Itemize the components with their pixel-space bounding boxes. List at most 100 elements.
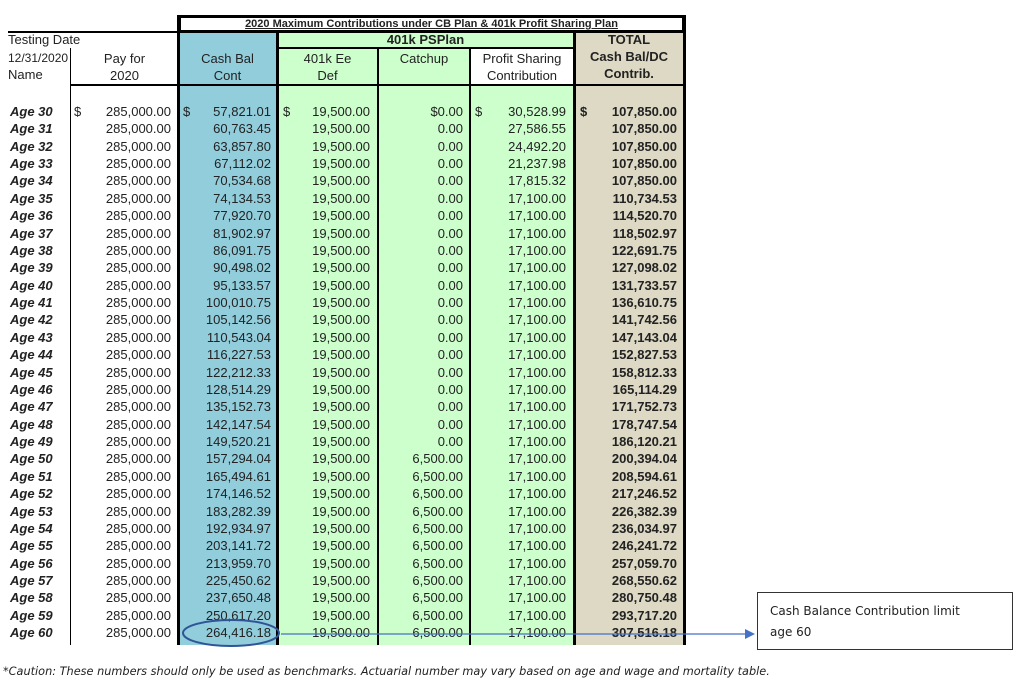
cell-cb: 135,152.73: [205, 399, 271, 415]
cell-catchup: 0.00: [437, 173, 463, 189]
cash-bal-header: Cash Bal Cont: [178, 50, 277, 84]
cell-pay: 285,000.00: [105, 190, 171, 206]
cell-total: 147,143.04: [611, 329, 677, 345]
ee-header-line1: 401k Ee: [303, 51, 352, 66]
grid-line: [70, 84, 685, 86]
callout-box: Cash Balance Contribution limit age 60: [757, 592, 1013, 650]
cell-ee: 19,500.00: [312, 503, 370, 519]
cell-total: 114,520.70: [612, 208, 677, 224]
cash-bal-header-line1: Cash Bal: [201, 51, 254, 66]
cell-pay: 285,000.00: [105, 607, 171, 623]
cell-pay: 285,000.00: [105, 590, 171, 606]
cell-ps: 17,100.00: [508, 260, 566, 276]
cell-total: 110,734.53: [612, 190, 677, 206]
cell-pay: 285,000.00: [105, 104, 171, 119]
cell-age: Age 60: [10, 625, 53, 641]
highlight-ellipse: [182, 619, 280, 647]
cell-ps: 17,100.00: [508, 416, 566, 432]
callout-line1: Cash Balance Contribution limit: [770, 604, 960, 618]
cell-ee: 19,500.00: [312, 451, 370, 467]
cell-ps: 17,100.00: [508, 451, 566, 467]
cell-ee: 19,500.00: [312, 364, 370, 380]
cell-age: Age 57: [10, 572, 53, 588]
dollar-sign-total: $: [580, 104, 588, 119]
cell-ee: 19,500.00: [312, 590, 370, 606]
cell-catchup: 0.00: [437, 329, 463, 345]
cell-pay: 285,000.00: [105, 173, 171, 189]
cell-pay: 285,000.00: [105, 572, 171, 588]
cell-total: 171,752.73: [611, 399, 677, 415]
cell-ps: 17,100.00: [508, 625, 566, 641]
cell-total: 107,850.00: [611, 173, 677, 189]
cell-catchup: 0.00: [437, 208, 463, 224]
cell-ps: 17,100.00: [508, 538, 566, 554]
cell-total: 152,827.53: [611, 347, 677, 363]
cell-total: 236,034.97: [611, 520, 677, 536]
total-header: TOTAL Cash Bal/DC Contrib.: [574, 31, 684, 82]
cell-ps: 17,100.00: [508, 399, 566, 415]
grid-line: [70, 48, 71, 645]
cell-pay: 285,000.00: [105, 329, 171, 345]
ee-header-line2: Def: [317, 68, 338, 83]
cell-catchup: 0.00: [437, 190, 463, 206]
cell-total: 217,246.52: [611, 486, 677, 502]
cell-cb: 149,520.21: [205, 434, 271, 450]
cell-pay: 285,000.00: [105, 121, 171, 137]
cell-total: 141,742.56: [611, 312, 677, 328]
cell-ps: 17,100.00: [508, 572, 566, 588]
cell-ee: 19,500.00: [312, 468, 370, 484]
cell-pay: 285,000.00: [105, 520, 171, 536]
cell-pay: 285,000.00: [105, 538, 171, 554]
cell-age: Age 49: [10, 434, 53, 450]
cell-ps: 24,492.20: [508, 138, 566, 154]
cell-cb: 128,514.29: [205, 381, 271, 397]
cell-ee: 19,500.00: [312, 520, 370, 536]
cell-total: 208,594.61: [611, 468, 677, 484]
cell-total: 246,241.72: [611, 538, 677, 554]
cell-ee: 19,500.00: [312, 625, 370, 641]
cell-pay: 285,000.00: [105, 451, 171, 467]
cell-catchup: 0.00: [437, 312, 463, 328]
cell-catchup: 0.00: [437, 416, 463, 432]
cell-ee: 19,500.00: [312, 434, 370, 450]
cell-ee: 19,500.00: [312, 381, 370, 397]
cell-cb: 225,450.62: [205, 572, 271, 588]
cell-total: 280,750.48: [611, 590, 677, 606]
ps-header-line2: Contribution: [486, 68, 558, 83]
cell-total: 178,747.54: [611, 416, 677, 432]
cell-age: Age 38: [10, 242, 53, 258]
cell-catchup: 6,500.00: [412, 503, 463, 519]
cell-pay: 285,000.00: [105, 399, 171, 415]
cell-catchup: 6,500.00: [412, 486, 463, 502]
cell-age: Age 33: [10, 156, 53, 172]
grid-line: [8, 31, 685, 33]
cell-ee: 19,500.00: [312, 399, 370, 415]
cell-age: Age 37: [10, 225, 53, 241]
cell-age: Age 30: [10, 104, 53, 119]
cell-ee: 19,500.00: [312, 416, 370, 432]
cell-cb: 100,010.75: [205, 295, 271, 311]
cell-pay: 285,000.00: [105, 503, 171, 519]
cell-catchup: 6,500.00: [412, 468, 463, 484]
cell-catchup: 0.00: [437, 260, 463, 276]
cell-cb: 81,902.97: [213, 225, 271, 241]
cell-pay: 285,000.00: [105, 156, 171, 172]
callout-line2: age 60: [770, 625, 812, 639]
cell-ps: 17,100.00: [508, 242, 566, 258]
pay-header-line1: Pay for: [103, 51, 146, 66]
cell-catchup: 6,500.00: [412, 538, 463, 554]
cell-ee: 19,500.00: [312, 242, 370, 258]
grid-line: [573, 31, 576, 645]
cell-cb: 122,212.33: [205, 364, 271, 380]
cell-ee: 19,500.00: [312, 607, 370, 623]
cell-age: Age 47: [10, 399, 53, 415]
cell-ps: 17,815.32: [508, 173, 566, 189]
cell-total: 268,550.62: [611, 572, 677, 588]
grid-line: [683, 15, 686, 645]
cell-total: 186,120.21: [611, 434, 677, 450]
ee-def-header: 401k Ee Def: [277, 50, 378, 84]
cell-age: Age 39: [10, 260, 53, 276]
cell-catchup: 6,500.00: [412, 625, 463, 641]
cell-cb: 63,857.80: [213, 138, 271, 154]
